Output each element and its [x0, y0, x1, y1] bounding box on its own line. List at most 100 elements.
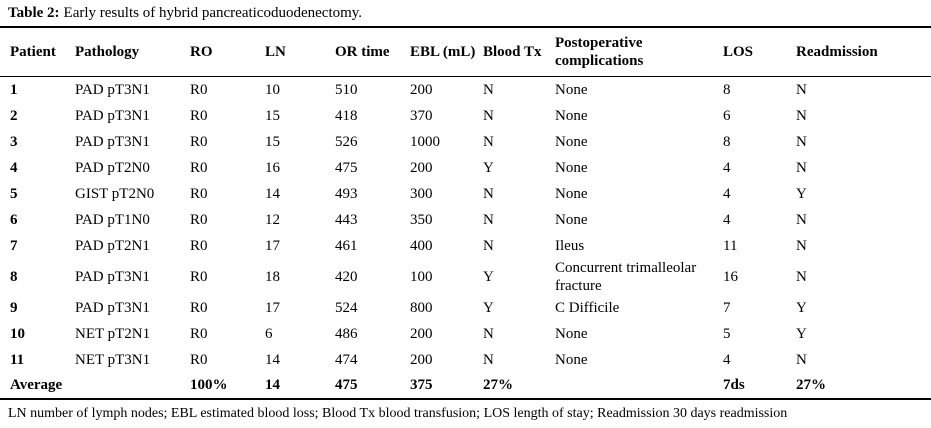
table-cell: PAD pT3N1 — [75, 81, 150, 98]
table-cell: 200 — [410, 351, 433, 368]
table-cell: 8 — [723, 133, 731, 150]
table-cell: 1000 — [410, 133, 440, 150]
table-cell: R0 — [190, 237, 208, 254]
table-cell: 8 — [10, 268, 18, 285]
table-cell: N — [796, 211, 807, 228]
table-cell: R0 — [190, 133, 208, 150]
table-cell: GIST pT2N0 — [75, 185, 155, 202]
table-cell: N — [796, 237, 807, 254]
average-cell: 375 — [410, 372, 483, 400]
table-cell: 4 — [723, 185, 731, 202]
table-cell: Y — [796, 185, 807, 202]
table-cell: None — [555, 107, 588, 124]
table-cell: 4 — [723, 159, 731, 176]
table-row: 2 PAD pT3N1 R0 15 418 370 N None 6 N — [0, 103, 931, 129]
table-cell: N — [796, 159, 807, 176]
table-cell: 4 — [723, 211, 731, 228]
table-cell: 526 — [335, 133, 358, 150]
average-cell: 27% — [796, 372, 931, 400]
table-cell: Concurrent trimalleolar fracture — [555, 259, 697, 294]
column-header-ln: LN — [265, 27, 335, 77]
table-cell: 200 — [410, 159, 433, 176]
table-cell: 16 — [723, 268, 738, 285]
table-cell: 461 — [335, 237, 358, 254]
table-cell: N — [796, 268, 807, 285]
column-header-patient: Patient — [0, 27, 75, 77]
table-row: 6 PAD pT1N0 R0 12 443 350 N None 4 N — [0, 207, 931, 233]
table-cell: Y — [483, 159, 494, 176]
table-footnote: LN number of lymph nodes; EBL estimated … — [8, 405, 788, 421]
table-cell: 17 — [265, 237, 280, 254]
average-cell — [75, 372, 190, 400]
table-cell: 486 — [335, 325, 358, 342]
table-cell: 6 — [723, 107, 731, 124]
table-row: 5 GIST pT2N0 R0 14 493 300 N None 4 Y — [0, 181, 931, 207]
table-cell: None — [555, 133, 588, 150]
table-cell: 14 — [265, 185, 280, 202]
table-cell: Y — [483, 299, 494, 316]
table-cell: 17 — [265, 299, 280, 316]
table-cell: PAD pT1N0 — [75, 211, 150, 228]
table-cell: 300 — [410, 185, 433, 202]
table-cell: 16 — [265, 159, 280, 176]
average-row: Average 100% 14 475 375 27% 7ds 27% — [0, 372, 931, 400]
table-cell: 5 — [10, 185, 18, 202]
average-cell: Average — [0, 372, 75, 400]
table-row: 3 PAD pT3N1 R0 15 526 1000 N None 8 N — [0, 129, 931, 155]
table-cell: 15 — [265, 133, 280, 150]
table-cell: 6 — [10, 211, 18, 228]
table-title: Table 2: Early results of hybrid pancreat… — [0, 0, 931, 28]
column-header-pathology: Pathology — [75, 27, 190, 77]
table-row: 8 PAD pT3N1 R0 18 420 100 Y Concurrent trimalle… — [0, 259, 931, 295]
column-header-readmission: Readmission — [796, 27, 931, 77]
table-cell: N — [483, 211, 494, 228]
table-cell: 2 — [10, 107, 18, 124]
table-cell: 12 — [265, 211, 280, 228]
average-cell: 7ds — [723, 372, 796, 400]
table-cell: 10 — [265, 81, 280, 98]
table-row: 10 NET pT2N1 R0 6 486 200 N None 5 Y — [0, 321, 931, 347]
table-cell: 4 — [723, 351, 731, 368]
table-cell: R0 — [190, 325, 208, 342]
column-header-or-time: OR time — [335, 27, 410, 77]
column-header-ebl-ml: EBL (mL) — [410, 27, 483, 77]
table-cell: 400 — [410, 237, 433, 254]
table-cell: Y — [796, 325, 807, 342]
table-cell: 5 — [723, 325, 731, 342]
table-cell: PAD pT2N1 — [75, 237, 150, 254]
table-cell: 9 — [10, 299, 18, 316]
table-cell: N — [796, 107, 807, 124]
table-cell: N — [483, 237, 494, 254]
table-cell: PAD pT3N1 — [75, 299, 150, 316]
table-cell: R0 — [190, 185, 208, 202]
table-cell: 800 — [410, 299, 433, 316]
table-cell: PAD pT3N1 — [75, 268, 150, 285]
table-cell: N — [483, 351, 494, 368]
average-cell: 100% — [190, 372, 265, 400]
table-cell: 3 — [10, 133, 18, 150]
table-title-caption: Early results of hybrid pancreaticoduode… — [63, 5, 363, 21]
table-cell: 8 — [723, 81, 731, 98]
table-cell: 100 — [410, 268, 433, 285]
table-cell: 524 — [335, 299, 358, 316]
table-cell: N — [796, 133, 807, 150]
table-cell: R0 — [190, 211, 208, 228]
table-cell: R0 — [190, 299, 208, 316]
column-header-blood-tx: Blood Tx — [483, 27, 555, 77]
table-cell: Ileus — [555, 237, 585, 254]
table-cell: N — [483, 325, 494, 342]
average-cell: 475 — [335, 372, 410, 400]
table-cell: 418 — [335, 107, 358, 124]
table-cell: 6 — [265, 325, 273, 342]
table-cell: R0 — [190, 268, 208, 285]
table-cell: 510 — [335, 81, 358, 98]
table-cell: 18 — [265, 268, 280, 285]
table-cell: N — [483, 81, 494, 98]
table-cell: 7 — [10, 237, 18, 254]
table-cell: PAD pT3N1 — [75, 133, 150, 150]
table-cell: None — [555, 159, 588, 176]
table-cell: N — [796, 81, 807, 98]
table-cell: R0 — [190, 81, 208, 98]
table-cell: 200 — [410, 81, 433, 98]
